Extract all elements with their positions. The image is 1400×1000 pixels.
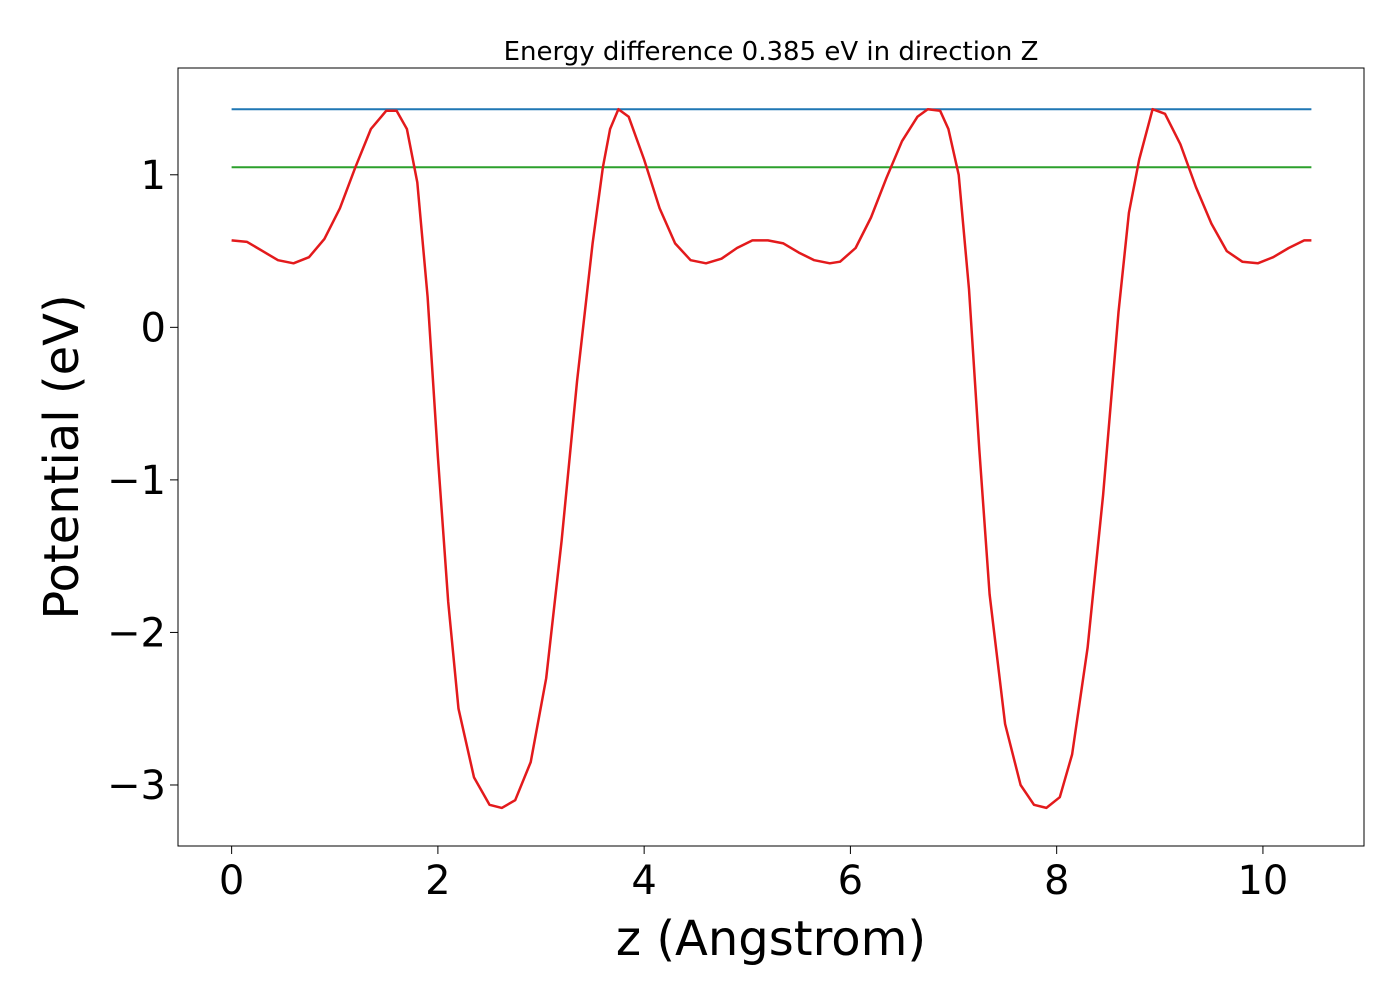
y-tick-label: 0 — [141, 305, 166, 351]
y-axis-label: Potential (eV) — [34, 294, 90, 619]
x-axis-ticks: 0 2 4 6 8 10 — [219, 846, 1288, 904]
y-tick-label: 1 — [141, 153, 166, 199]
y-tick-label: −1 — [107, 458, 166, 504]
y-axis-ticks: 1 0 −1 −2 −3 — [107, 153, 178, 809]
y-tick-label: −2 — [107, 610, 166, 656]
x-axis-label: z (Angstrom) — [616, 911, 926, 967]
series-group — [231, 107, 1312, 810]
plot-area — [177, 67, 1365, 847]
x-tick-label: 4 — [631, 858, 656, 904]
x-tick-label: 0 — [219, 858, 244, 904]
chart-title: Energy difference 0.385 eV in direction … — [504, 37, 1039, 67]
x-tick-label: 10 — [1237, 858, 1288, 904]
series-line-2 — [231, 107, 1312, 810]
x-tick-label: 2 — [425, 858, 450, 904]
y-tick-label: −3 — [107, 763, 166, 809]
x-tick-label: 6 — [838, 858, 863, 904]
x-tick-label: 8 — [1044, 858, 1069, 904]
